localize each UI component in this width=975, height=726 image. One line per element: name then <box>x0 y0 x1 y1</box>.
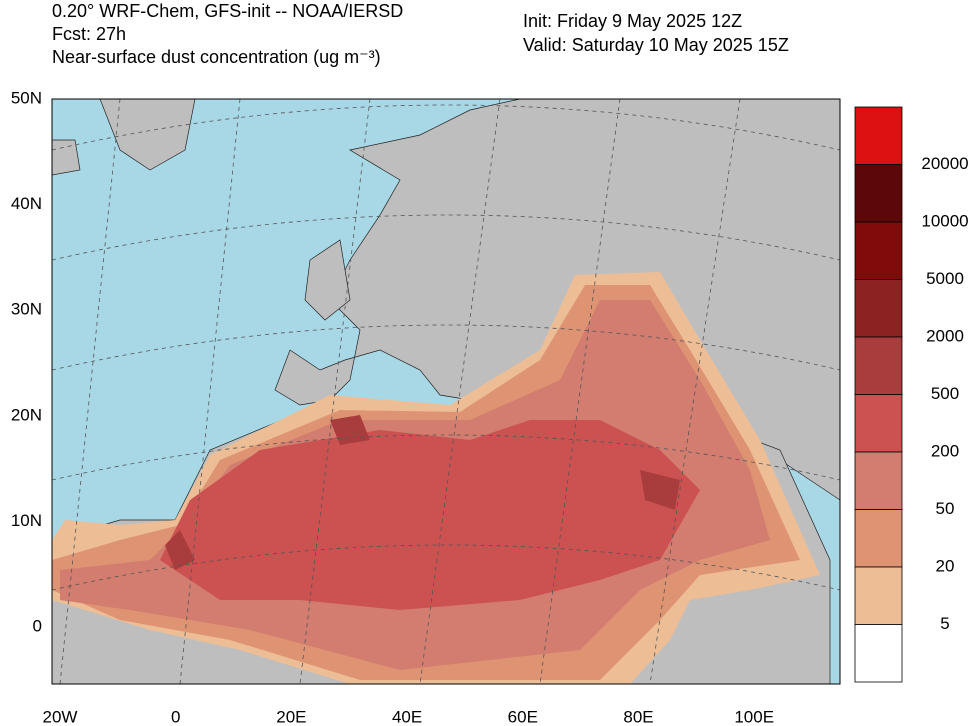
init-time: Init: Friday 9 May 2025 12Z <box>523 11 742 31</box>
lon-labels: 20W 0 20E 40E 60E 80E 100E <box>43 707 775 726</box>
colorbar-label: 500 <box>931 384 959 403</box>
graticule <box>52 99 840 684</box>
lat-labels: 50N 40N 30N 20N 10N 0 <box>11 88 42 635</box>
lat-label: 50N <box>11 88 42 107</box>
colorbar-swatch <box>854 106 903 165</box>
colorbar-label: 50 <box>936 499 955 518</box>
colorbar-swatch <box>854 624 903 683</box>
colorbar-label: 5000 <box>926 269 964 288</box>
lat-label: 0 <box>33 616 42 635</box>
colorbar-swatch <box>854 164 903 223</box>
lon-label: 20W <box>43 707 78 726</box>
colorbar-label: 20 <box>936 556 955 575</box>
colorbar-swatch <box>854 221 903 280</box>
lon-label: 20E <box>276 707 306 726</box>
lon-label: 80E <box>623 707 653 726</box>
map <box>51 98 841 685</box>
field: Near-surface dust concentration (ug m⁻³) <box>52 47 381 67</box>
colorbar-swatch <box>854 451 903 510</box>
lon-label: 40E <box>392 707 422 726</box>
lon-label: 0 <box>171 707 180 726</box>
colorbar-swatch <box>854 336 903 395</box>
colorbar-label: 5 <box>940 614 949 633</box>
colorbar: 20000 10000 5000 2000 500 200 50 20 5 <box>854 106 969 683</box>
dust-200 <box>160 420 700 610</box>
lat-label: 30N <box>11 300 42 319</box>
colorbar-label: 10000 <box>921 211 968 230</box>
colorbar-swatch <box>854 566 903 625</box>
colorbar-label: 20000 <box>921 154 968 173</box>
lon-label: 100E <box>734 707 774 726</box>
colorbar-swatch <box>854 509 903 568</box>
land <box>52 139 81 176</box>
title: 0.20° WRF-Chem, GFS-init -- NOAA/IERSD <box>52 1 403 21</box>
lat-label: 20N <box>11 405 42 424</box>
valid-time: Valid: Saturday 10 May 2025 15Z <box>523 35 789 55</box>
land <box>99 99 196 171</box>
forecast: Fcst: 27h <box>52 24 126 44</box>
lat-label: 40N <box>11 194 42 213</box>
lon-label: 60E <box>508 707 538 726</box>
colorbar-label: 2000 <box>926 326 964 345</box>
land <box>304 239 351 321</box>
colorbar-swatch <box>854 394 903 453</box>
lat-label: 10N <box>11 511 42 530</box>
map-frame <box>51 98 841 685</box>
colorbar-swatch <box>854 279 903 338</box>
colorbar-label: 200 <box>931 441 959 460</box>
